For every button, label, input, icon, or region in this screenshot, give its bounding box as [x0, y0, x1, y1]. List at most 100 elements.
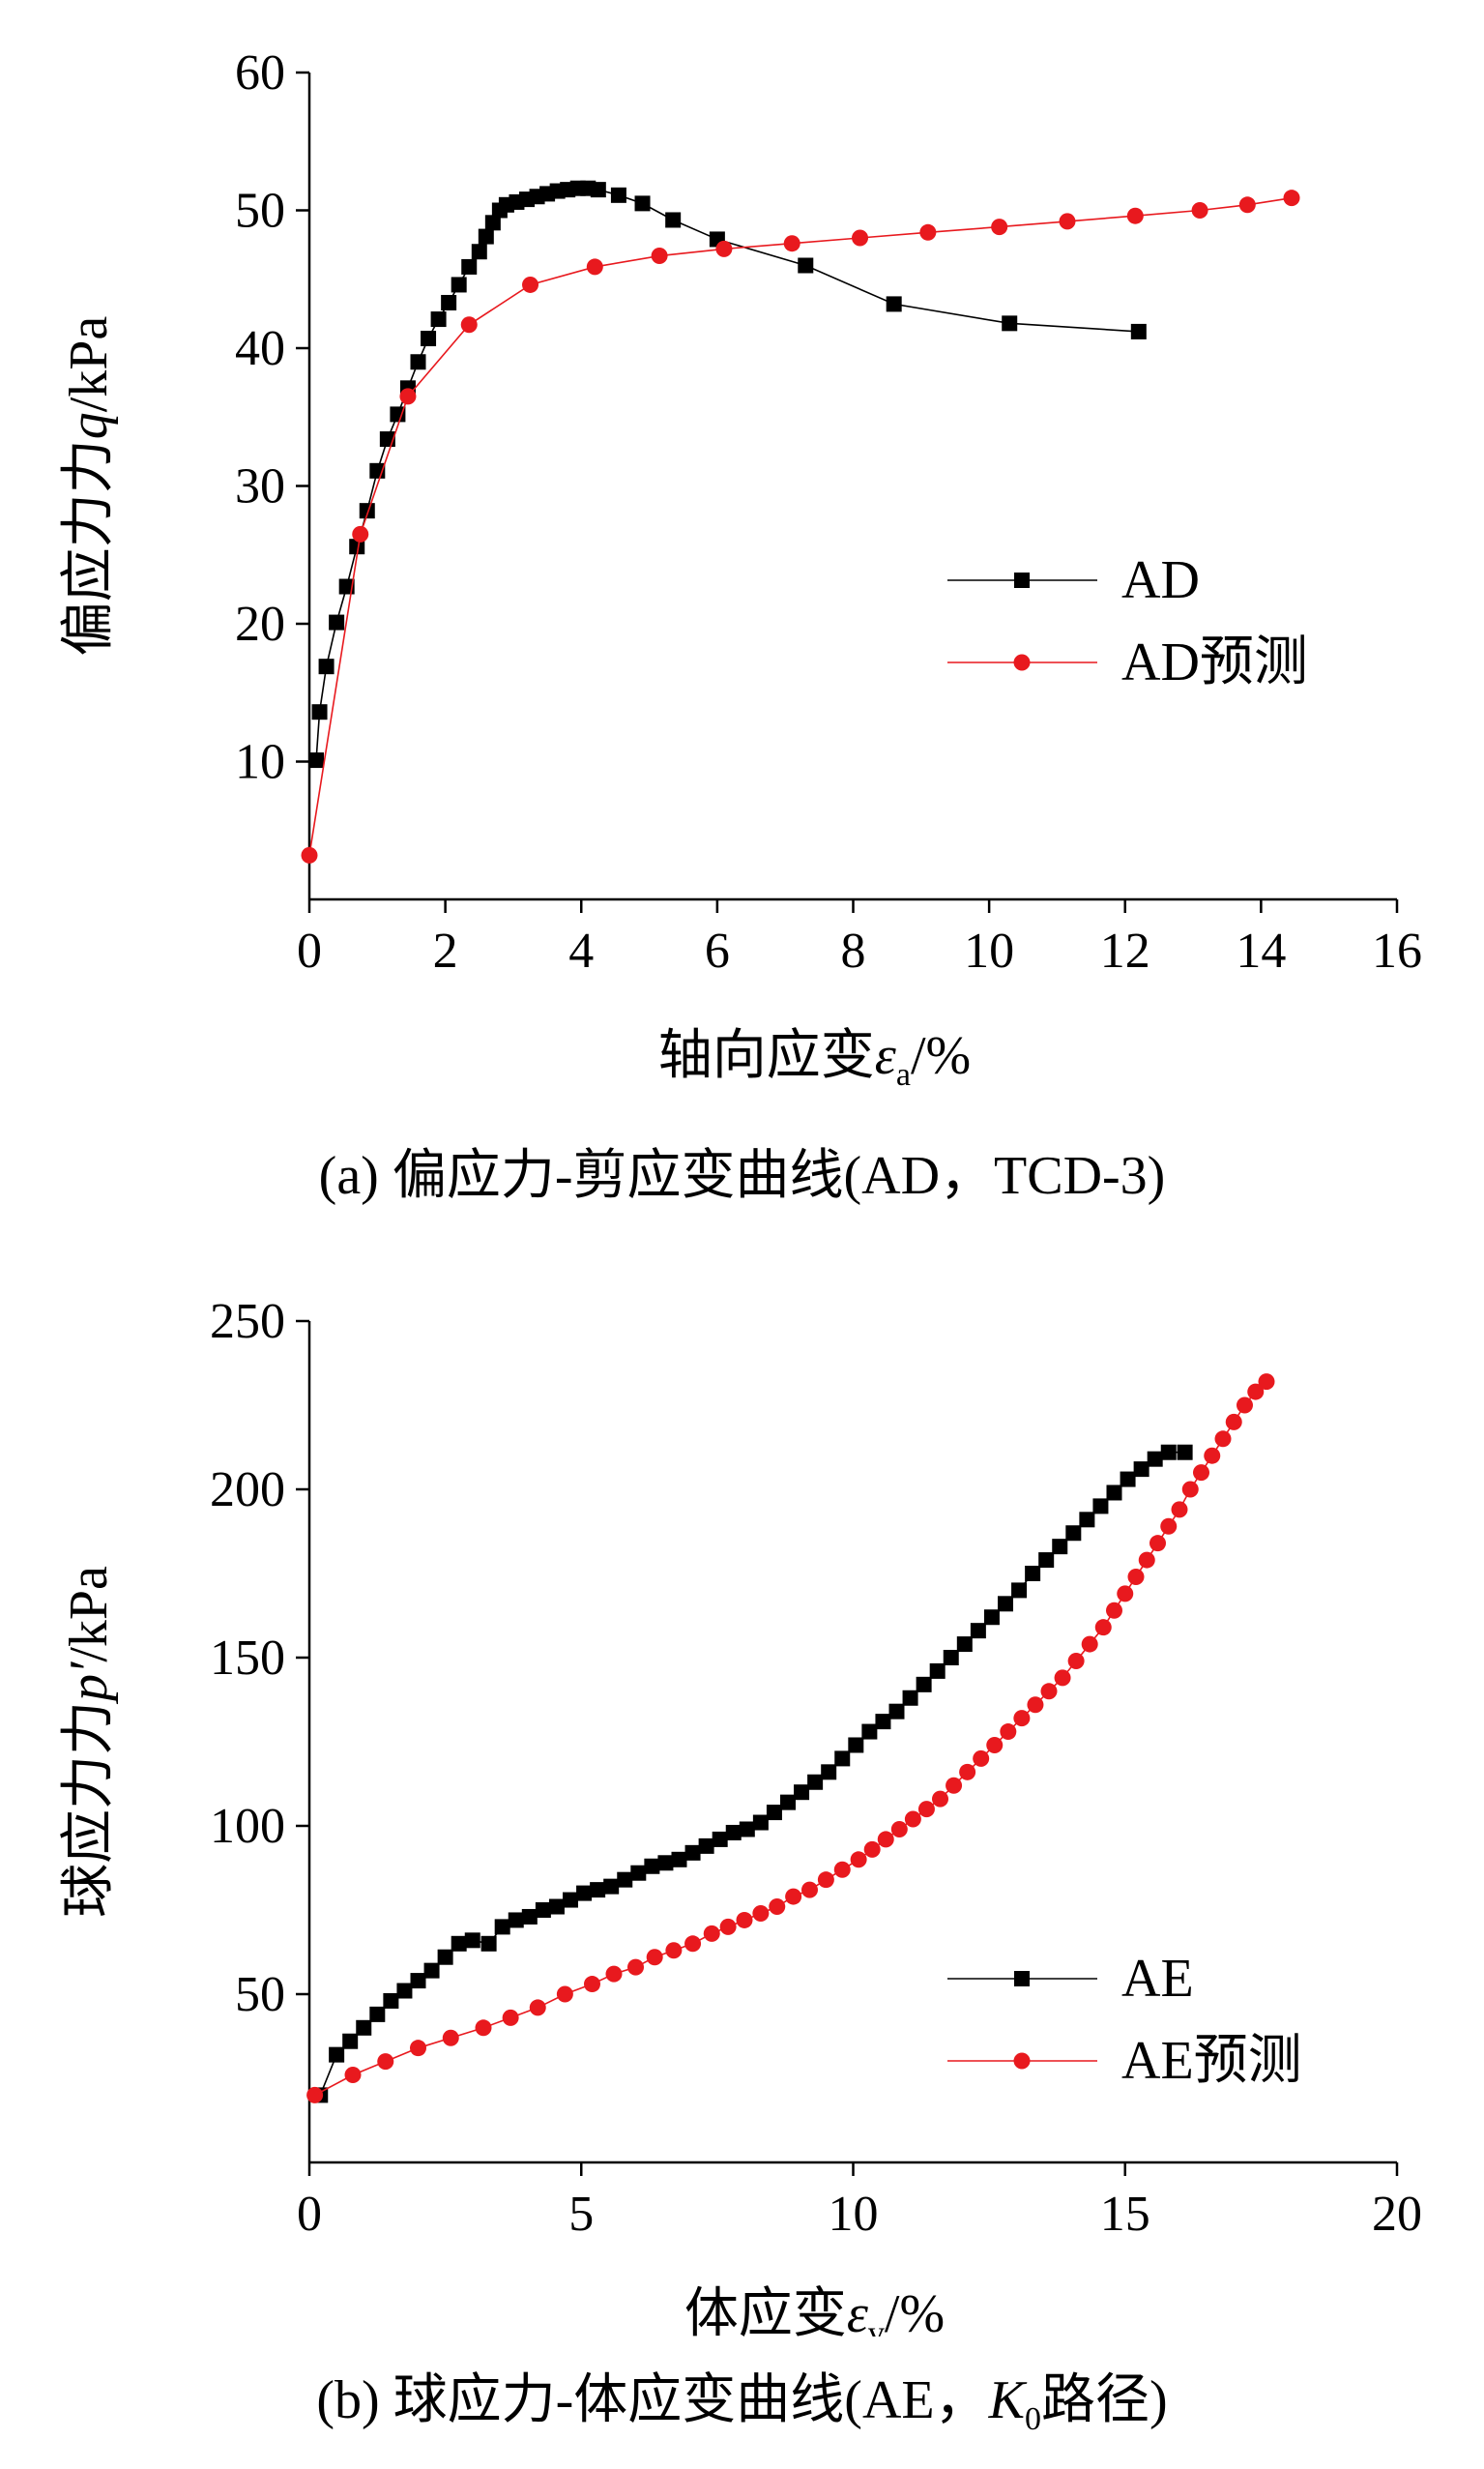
chart-b-series-1-point — [1160, 1517, 1178, 1535]
chart-a-x-tick-label: 14 — [1236, 924, 1286, 979]
chart-b-series-1-point — [752, 1904, 770, 1922]
chart-a-series-0-point — [886, 296, 902, 312]
chart-a-series-0-point — [1130, 323, 1147, 339]
chart-b-series-0-point — [766, 1805, 782, 1821]
chart-b-series-1-point — [1247, 1383, 1265, 1400]
chart-b-series-0-point — [508, 1912, 524, 1928]
chart-b-series-1-point — [1054, 1669, 1071, 1687]
chart-b-series-0-point — [712, 1831, 728, 1847]
chart-b-series-1-point — [850, 1851, 867, 1868]
chart-a-series-1-point — [651, 248, 668, 265]
chart-b-series-1-point — [1214, 1430, 1232, 1448]
chart-b-x-tick-label: 5 — [568, 2187, 594, 2242]
chart-b-series-0-point — [1011, 1582, 1028, 1599]
chart-b-series-1-point — [1013, 1710, 1031, 1727]
chart-a-legend-label-0: AD — [1121, 550, 1200, 610]
chart-b-series-1-point — [946, 1777, 963, 1794]
chart-b-series-1-point — [817, 1871, 834, 1889]
chart-a-series-0-point — [311, 704, 328, 720]
chart-b-series-1-point — [736, 1911, 753, 1928]
chart-a-x-axis-label-text: 轴向应变 — [658, 1026, 875, 1086]
chart-a-x-tick-label: 0 — [297, 924, 322, 979]
chart-b-series-1-point — [1171, 1501, 1188, 1518]
chart-b-caption-prefix: (b) 球应力-体应变曲线(AE， — [316, 2370, 989, 2430]
chart-b-series-0-point — [480, 1935, 497, 1952]
chart-a-x-tick-label: 2 — [433, 924, 458, 979]
chart-b-series-0-point — [1177, 1444, 1193, 1460]
chart-b-series-0-point — [1079, 1512, 1095, 1528]
chart-b-caption-k: K — [988, 2370, 1025, 2430]
chart-b-series-1-point — [665, 1942, 683, 1959]
chart-b-series-1-point — [1138, 1551, 1155, 1569]
chart-b-series-1-point — [377, 2053, 394, 2071]
chart-b-series-0-point — [576, 1885, 593, 1901]
chart-b-caption-k-sub: 0 — [1024, 2401, 1041, 2438]
chart-b-series-0-point — [1120, 1471, 1136, 1487]
chart-b-series-0-point — [563, 1892, 578, 1908]
chart-b-series-1-point — [646, 1949, 663, 1966]
chart-b-series-0-point — [1106, 1484, 1122, 1501]
chart-b-series-1-point — [1106, 1602, 1122, 1619]
chart-a-series-1-point — [586, 258, 603, 276]
chart-a-series-0-point — [359, 503, 375, 519]
chart-b-y-tick-label: 150 — [210, 1631, 285, 1686]
chart-a-x-tick-label: 12 — [1100, 924, 1150, 979]
chart-b-series-0-point — [671, 1851, 687, 1867]
chart-b-y-axis-label-symbol: p′ — [59, 1661, 119, 1705]
chart-b-caption: (b) 球应力-体应变曲线(AE，K0路径) — [0, 2356, 1484, 2438]
chart-b-series-0-point — [698, 1837, 714, 1854]
chart-b-series-0-point — [739, 1821, 755, 1837]
chart-a-y-tick-label: 50 — [235, 184, 285, 239]
chart-b-series-0-point — [888, 1703, 905, 1719]
chart-a-series-1-point — [783, 235, 800, 252]
chart-b-series-0-point — [1147, 1451, 1163, 1467]
chart-a-series-0-point — [461, 258, 478, 275]
chart-b-series-0-point — [548, 1898, 565, 1915]
chart-a-x-tick-label: 8 — [841, 924, 866, 979]
chart-b-series-0-point — [794, 1784, 810, 1801]
chart-b-y-axis-label-text: 球应力力 — [59, 1701, 119, 1918]
chart-a-y-tick-label: 20 — [235, 597, 285, 652]
chart-a-series-1-point — [919, 223, 937, 241]
chart-b-series-1-point — [556, 1985, 573, 2003]
chart-a-series-1-point — [399, 388, 417, 405]
chart-a-legend-marker-1 — [1013, 654, 1031, 671]
chart-b-series-1-point — [986, 1736, 1004, 1753]
chart-a-series-0-point — [390, 406, 406, 423]
chart-b-series-1-point — [410, 2040, 426, 2057]
chart-b-series-1-line — [314, 1381, 1267, 2097]
chart-b-series-1-point — [890, 1820, 908, 1837]
chart-b-series-0-point — [451, 1935, 467, 1952]
chart-b-x-tick-label: 20 — [1372, 2187, 1422, 2242]
chart-b-series-0-point — [329, 2046, 345, 2063]
chart-b-series-1-point — [1027, 1696, 1044, 1714]
chart-b-series-1-point — [917, 1801, 935, 1818]
chart-b-series-1-point — [785, 1888, 802, 1905]
chart-b-series-1-point — [1258, 1373, 1275, 1391]
chart-b-series-1-point — [973, 1749, 990, 1767]
chart-b-series-0-point — [521, 1908, 538, 1925]
chart-b-series-0-point — [752, 1814, 769, 1831]
chart-a-x-tick-label: 16 — [1372, 924, 1422, 979]
chart-b-svg: 0 5 10 15 20 50 100 150 200 250 体应变εv/% 球应力力p′/kPa A… — [59, 1294, 1422, 2337]
chart-b-y-tick-label: 50 — [235, 1967, 285, 2022]
chart-b-series-0-point — [956, 1636, 973, 1653]
chart-a-y-axis-label-unit: /kPa — [59, 316, 119, 413]
chart-b-series-0-point — [780, 1794, 796, 1810]
chart-b-series-1-point — [1127, 1568, 1145, 1585]
chart-b-series-1-point — [1067, 1652, 1085, 1669]
chart-b-series-1-point — [833, 1861, 851, 1878]
chart-a-series-0-point — [308, 752, 325, 769]
chart-b-series-1-point — [877, 1831, 894, 1848]
chart-b-series-1-point — [605, 1965, 623, 1983]
chart-b-series-1-point — [1117, 1585, 1134, 1602]
chart-b-series-1-point — [1094, 1619, 1112, 1636]
chart-b-series-0-point — [861, 1723, 878, 1740]
chart-a-y-tick-label: 10 — [235, 735, 285, 790]
chart-b-series-0-point — [807, 1774, 824, 1790]
chart-b-series-1-point — [502, 2009, 519, 2026]
chart-panel-a: 0 2 4 6 8 10 12 14 16 10 20 30 40 50 60 轴向应变εa/% 偏应力力q/k… — [0, 0, 1484, 1234]
chart-b-y-axis-label: 球应力力p′/kPa — [59, 1566, 119, 1918]
chart-b-series-1-point — [684, 1935, 702, 1953]
chart-b-series-0-point — [821, 1764, 837, 1780]
